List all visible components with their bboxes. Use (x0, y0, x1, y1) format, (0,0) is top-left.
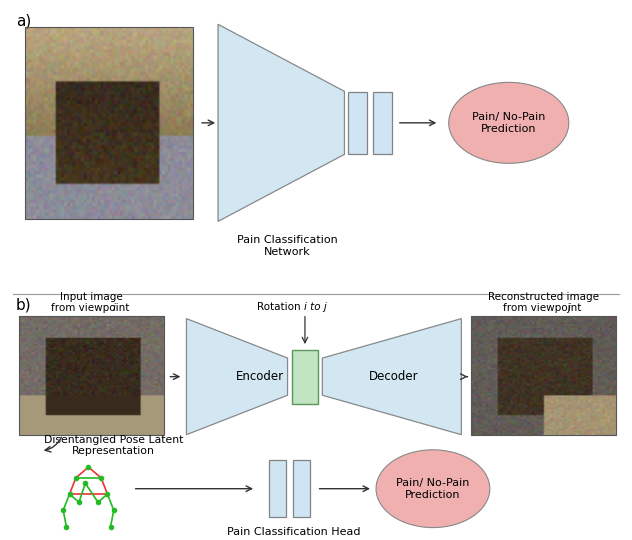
Bar (348, 92, 367, 154)
Text: Pain Classification
Network: Pain Classification Network (237, 235, 338, 256)
Text: Encoder: Encoder (236, 370, 284, 383)
Bar (471, 316, 616, 435)
Text: Input image
from viewpoint: Input image from viewpoint (51, 292, 133, 313)
Text: Disentangled Pose Latent
Representation: Disentangled Pose Latent Representation (44, 435, 183, 456)
Ellipse shape (376, 450, 490, 528)
Bar (19, 316, 164, 435)
Bar (269, 460, 286, 517)
Bar (292, 350, 318, 404)
Text: Decoder: Decoder (369, 370, 419, 383)
Text: i to j: i to j (305, 302, 327, 312)
Text: a): a) (16, 14, 31, 29)
Polygon shape (322, 319, 461, 435)
Text: Pain/ No-Pain
Prediction: Pain/ No-Pain Prediction (472, 112, 545, 134)
Bar (25, 27, 193, 219)
Bar (293, 460, 310, 517)
Text: Pain Classification Head: Pain Classification Head (228, 527, 361, 537)
Text: Reconstructed image
from viewpoint: Reconstructed image from viewpoint (488, 292, 599, 313)
Text: Rotation: Rotation (257, 302, 305, 312)
Text: j: j (568, 303, 571, 313)
Ellipse shape (449, 82, 569, 163)
Text: b): b) (16, 297, 32, 312)
Bar (373, 92, 392, 154)
Text: i: i (112, 303, 116, 313)
Polygon shape (218, 24, 344, 221)
Text: Pain/ No-Pain
Prediction: Pain/ No-Pain Prediction (396, 478, 470, 500)
Polygon shape (186, 319, 288, 435)
